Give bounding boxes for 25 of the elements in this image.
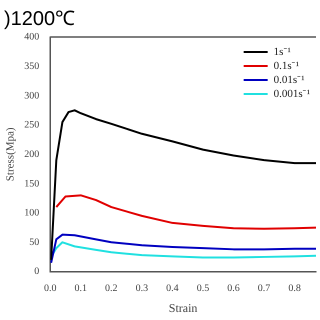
y-tick-label: 200	[24, 148, 40, 160]
y-tick-label: 0	[34, 266, 40, 278]
y-tick-label: 150	[24, 178, 40, 190]
y-tick-label: 400	[24, 32, 40, 43]
x-tick-label: 0.2	[105, 283, 118, 294]
x-axis-title: Strain	[168, 300, 198, 315]
x-tick-label: 0.7	[258, 283, 270, 294]
y-tick-label: 350	[24, 60, 40, 72]
legend-label: 0.1s⁻¹	[274, 60, 300, 72]
y-tick-label: 100	[24, 208, 40, 219]
chart-title: )1200℃	[4, 7, 76, 31]
x-tick-label: 0.4	[166, 283, 179, 294]
y-tick-label: 50	[29, 236, 40, 248]
legend-label: 1s⁻¹	[274, 46, 291, 58]
y-axis-title: Stress(Mpa)	[4, 127, 16, 182]
x-tick-label: 0.3	[136, 283, 148, 294]
y-tick-label: 300	[24, 90, 40, 102]
legend-label: 0.01s⁻¹	[274, 74, 305, 86]
x-tick-label: 0.6	[227, 283, 240, 294]
y-tick-label: 250	[24, 120, 40, 131]
x-tick-label: 0.0	[44, 283, 56, 294]
x-tick-label: 0.8	[288, 283, 301, 294]
x-tick-label: 0.1	[74, 283, 87, 294]
x-tick-label: 0.5	[196, 283, 210, 294]
legend-label: 0.001s⁻¹	[274, 88, 310, 100]
